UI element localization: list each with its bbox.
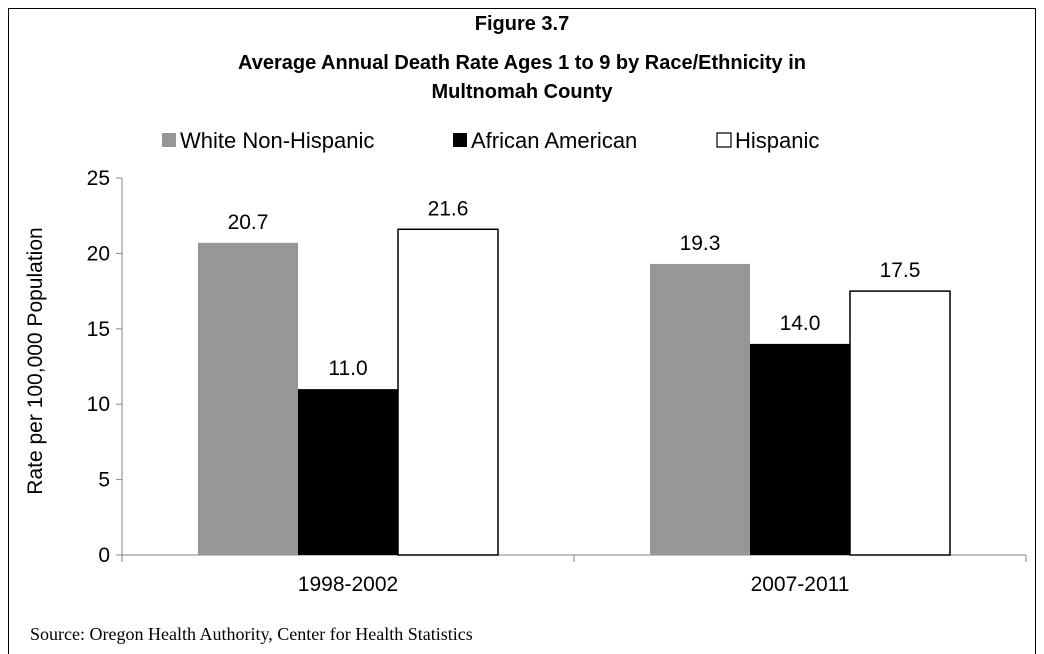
data-label: 11.0	[328, 357, 367, 380]
legend-label: African American	[471, 128, 637, 153]
bar	[750, 343, 850, 555]
data-labels: 20.7 19.3 11.0 14.0 21.6 17.5	[228, 197, 921, 380]
chart-title: Figure 3.7 Average Annual Death Rate Age…	[238, 13, 806, 103]
data-label: 17.5	[880, 259, 921, 282]
bar	[650, 263, 750, 555]
data-label: 14.0	[780, 312, 821, 335]
y-tick-label: 10	[87, 393, 110, 416]
y-tick-label: 20	[87, 242, 110, 265]
x-category-label: 1998-2002	[298, 573, 398, 596]
y-tick-label: 0	[98, 544, 110, 567]
legend-label: Hispanic	[735, 128, 819, 153]
title-line-1: Figure 3.7	[475, 13, 569, 35]
x-category-label: 2007-2011	[751, 573, 850, 596]
bar	[198, 242, 298, 555]
data-label: 19.3	[680, 232, 721, 255]
legend-swatch	[716, 132, 732, 148]
chart-frame	[8, 8, 1036, 654]
y-tick-label: 5	[98, 469, 110, 492]
bar	[397, 228, 499, 556]
bars	[198, 228, 951, 556]
title-line-3: Multnomah County	[431, 81, 613, 103]
data-label: 21.6	[428, 197, 469, 220]
source-note: Source: Oregon Health Authority, Center …	[30, 624, 473, 644]
legend-swatch	[453, 133, 467, 147]
y-tick-label: 25	[87, 167, 110, 190]
legend: White Non-Hispanic African American Hispan…	[162, 128, 819, 153]
y-tick-label: 15	[87, 318, 110, 341]
bar	[849, 290, 951, 556]
data-label: 20.7	[228, 211, 269, 234]
legend-swatch	[162, 133, 176, 147]
title-line-2: Average Annual Death Rate Ages 1 to 9 by…	[238, 52, 806, 74]
bar	[298, 389, 398, 555]
legend-label: White Non-Hispanic	[180, 128, 374, 153]
y-axis-label: Rate per 100,000 Population	[24, 227, 47, 494]
